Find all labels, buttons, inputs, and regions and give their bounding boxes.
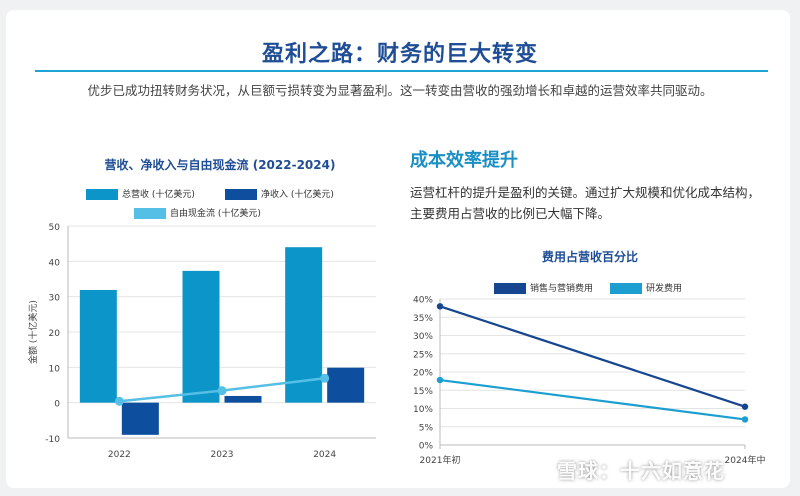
chart2-ytick-label: 30% [413, 332, 433, 342]
chart2-ytick-label: 20% [413, 369, 433, 379]
legend-label-revenue: 总营收 (十亿美元) [122, 190, 195, 200]
chart2-line-rnd [439, 378, 746, 421]
chart2-point-sales [741, 403, 749, 410]
chart2-line-sales [439, 305, 746, 408]
legend-label-net-income: 净收入 (十亿美元) [261, 190, 334, 200]
chart1-bar-revenue [182, 270, 220, 403]
chart1-y-axis-label: 金额 (十亿美元) [27, 300, 39, 364]
section-text: 运营杠杆的提升是盈利的关键。通过扩大规模和优化成本结构，主要费用占营收的比例已大… [410, 185, 761, 221]
legend-label-sales: 销售与营销费用 [530, 284, 594, 294]
chart2-point-sales [436, 303, 444, 310]
chart1-ytick-label: 40 [49, 258, 61, 268]
chart2-ytick-label: 25% [413, 350, 433, 360]
chart2-ytick-label: 15% [413, 387, 433, 397]
chart1-xtick-label: 2024 [313, 450, 336, 460]
chart1-fcf-point [114, 396, 124, 406]
chart1-legend-net-income: 净收入 (十亿美元) [225, 187, 334, 200]
chart1-xtick-label: 2022 [108, 450, 131, 460]
page-subtitle: 优步已成功扭转财务状况，从巨额亏损转变为显著盈利。这一转变由营收的强劲增长和卓越… [87, 83, 713, 98]
watermark: 雪球：十六如意花 [557, 459, 725, 483]
chart1-title: 营收、净收入与自由现金流 (2022-2024) [104, 158, 336, 172]
chart1-ytick-label: 30 [49, 294, 61, 304]
chart2-ytick-label: 35% [413, 314, 433, 324]
chart1-bar-net-income [224, 395, 262, 403]
chart1-bar-revenue [79, 289, 117, 403]
chart1-bar-revenue [285, 247, 323, 403]
chart2-point-rnd [741, 416, 749, 423]
section-title: 成本效率提升 [410, 150, 518, 171]
chart2-legend-rnd: 研发费用 [610, 281, 682, 294]
chart1-ytick-label: 0 [54, 400, 60, 410]
legend-swatch-rnd [610, 283, 642, 294]
chart2-xtick-label: 2024年中 [725, 454, 766, 466]
expense-ratio-chart: 0% 5% 10% 15% 20% 25% 30% 35% 40% 2021年初 2024年中 [413, 296, 766, 467]
chart2-ytick-label: 0% [419, 442, 434, 452]
chart2-xtick-label: 2021年初 [420, 454, 461, 466]
chart1-ytick-label: 20 [49, 329, 61, 339]
title-divider [35, 70, 768, 72]
chart2-legend-sales: 销售与营销费用 [494, 281, 593, 294]
chart2-ytick-label: 10% [413, 405, 433, 415]
chart1-legend-fcf: 自由现金流 (十亿美元) [134, 206, 261, 219]
legend-swatch-net-income [225, 189, 257, 200]
chart1-bar-net-income [327, 367, 365, 403]
legend-label-fcf: 自由现金流 (十亿美元) [170, 209, 261, 219]
chart1-xtick-label: 2023 [211, 450, 234, 460]
chart1-fcf-point [320, 373, 330, 383]
legend-swatch-sales [494, 283, 526, 294]
chart1-ytick-label: 10 [49, 364, 61, 374]
chart2-ytick-label: 5% [419, 423, 434, 433]
chart1-legend-revenue: 总营收 (十亿美元) [86, 187, 195, 200]
chart1-fcf-point [217, 386, 227, 396]
chart2-ytick-label: 40% [413, 296, 433, 306]
chart1-ytick-label: -10 [45, 435, 60, 445]
chart2-point-rnd [436, 376, 444, 384]
legend-swatch-revenue [86, 189, 118, 200]
legend-swatch-fcf [134, 208, 166, 219]
chart2-title: 费用占营收百分比 [541, 250, 638, 264]
legend-label-rnd: 研发费用 [646, 284, 683, 294]
chart1-ytick-label: 50 [49, 223, 61, 233]
revenue-chart: -10 0 10 20 30 40 50 2022 2023 2024 金额 (十亿美元) [27, 223, 376, 460]
page-title: 盈利之路：财务的巨大转变 [261, 42, 538, 67]
chart1-bar-net-income [121, 402, 159, 435]
